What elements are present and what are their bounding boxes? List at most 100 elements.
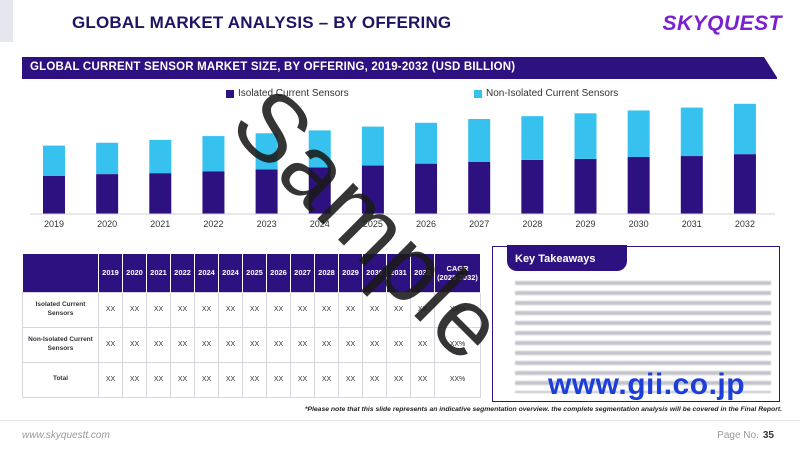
bar-isolated-2021	[149, 173, 172, 214]
table-header-cell: 2030	[362, 254, 387, 292]
table-cell: XX	[170, 326, 195, 363]
table-header-cell: 2020	[122, 254, 147, 292]
bar-non-isolated-2022	[202, 136, 225, 172]
table-cell: XX	[290, 326, 315, 363]
table-header-cell: 2027	[290, 254, 315, 292]
x-tick-label-2024: 2024	[310, 219, 330, 229]
segmentation-table: 2019 2020 2021 2022 2024 2024 2025 2026 2027 2028…	[22, 254, 481, 398]
table-cell: XX	[338, 291, 363, 328]
table-row: Isolated Current Sensors XX XX XX XX XX XX XX XX…	[22, 291, 481, 328]
table-cell: XX	[122, 291, 147, 328]
table-header-cell: 2031	[386, 254, 411, 292]
page-number-value: 35	[762, 430, 774, 441]
table-cell: XX	[218, 326, 243, 363]
footnote: *Please note that this slide represents …	[304, 406, 782, 413]
table-cell: XX	[98, 326, 123, 363]
chart-title-bar: GLOBAL CURRENT SENSOR MARKET SIZE, BY OF…	[22, 57, 778, 79]
bar-isolated-2030	[627, 157, 650, 214]
table-cell: XX	[386, 326, 411, 363]
x-tick-label-2021: 2021	[150, 219, 170, 229]
bar-non-isolated-2020	[96, 142, 119, 175]
table-cell: XX	[314, 291, 339, 328]
table-cell: XX	[218, 361, 243, 398]
table-cell: XX	[242, 326, 267, 363]
table-cell: XX	[362, 361, 387, 398]
table-header-cell: 2028	[314, 254, 339, 292]
table-cell: XX	[242, 361, 267, 398]
bar-non-isolated-2030	[627, 110, 650, 157]
table-cell: XX	[362, 326, 387, 363]
x-tick-label-2025: 2025	[363, 219, 383, 229]
bar-isolated-2026	[415, 163, 438, 214]
bar-non-isolated-2019	[43, 145, 65, 176]
bar-non-isolated-2027	[468, 119, 491, 162]
page-title: GLOBAL MARKET ANALYSIS – BY OFFERING	[72, 13, 452, 32]
gii-watermark: www.gii.co.jp	[548, 368, 746, 401]
footer-divider	[0, 420, 800, 421]
table-row-label: Total	[22, 361, 99, 398]
key-takeaways-title: Key Takeaways	[515, 253, 596, 265]
legend-swatch-isolated	[226, 89, 234, 98]
table-cell: XX	[266, 361, 291, 398]
header-accent	[0, 0, 13, 42]
bar-isolated-2027	[468, 161, 491, 214]
table-cell: XX	[98, 361, 123, 398]
table-header-cell: CAGR (2025-2032)	[434, 254, 481, 292]
key-takeaways-panel: Key Takeaways	[492, 245, 780, 402]
bar-non-isolated-2023	[255, 133, 278, 170]
table-cell: XX	[146, 291, 171, 328]
bar-isolated-2028	[521, 159, 544, 214]
table-cell: XX	[98, 291, 123, 328]
x-tick-label-2027: 2027	[469, 219, 489, 229]
bar-isolated-2025	[361, 165, 384, 214]
table-cell: XX	[218, 291, 243, 328]
table-cell: XX	[146, 326, 171, 363]
table-header-cell: 2021	[146, 254, 171, 292]
page-number-label: Page No.	[717, 430, 759, 441]
table-cell: XX	[122, 361, 147, 398]
bar-non-isolated-2025	[361, 126, 384, 166]
bar-isolated-2022	[202, 171, 225, 214]
bar-non-isolated-2029	[574, 113, 597, 159]
table-cell: XX%	[434, 291, 481, 328]
table-row: Total XX XX XX XX XX XX XX XX XX XX XX XX XX XX XX%	[22, 361, 481, 398]
table-header-cell: 2019	[98, 254, 123, 292]
table-cell: XX	[266, 326, 291, 363]
legend-item-non-isolated: Non-Isolated Current Sensors	[474, 88, 618, 99]
table-cell: XX	[386, 361, 411, 398]
bar-non-isolated-2026	[415, 122, 438, 164]
table-row-label: Non-Isolated Current Sensors	[22, 326, 99, 363]
table-cell: XX	[290, 291, 315, 328]
bar-isolated-2019	[43, 176, 65, 214]
table-cell: XX	[410, 326, 435, 363]
x-tick-label-2032: 2032	[735, 219, 755, 229]
x-tick-label-2029: 2029	[575, 219, 595, 229]
table-header-cell: 2024	[218, 254, 243, 292]
x-tick-label-2028: 2028	[522, 219, 542, 229]
table-header-row: 2019 2020 2021 2022 2024 2024 2025 2026 2027 2028…	[22, 254, 481, 292]
table-header-cell: 2022	[170, 254, 195, 292]
x-tick-label-2019: 2019	[44, 219, 64, 229]
key-takeaways-blurred-text	[515, 281, 771, 393]
stacked-bar-chart: 2019 2020 2021 2022 2023 2024 2025 2026 2027 2028…	[30, 103, 775, 229]
key-takeaways-tab	[507, 245, 627, 271]
bar-isolated-2023	[255, 169, 278, 214]
footer-url[interactable]: www.skyquestt.com	[22, 430, 110, 441]
table-cell: XX	[314, 326, 339, 363]
table-cell: XX	[194, 326, 219, 363]
table-header-cell: 2024	[194, 254, 219, 292]
table-header-cell: 2029	[338, 254, 363, 292]
table-cell: XX	[146, 361, 171, 398]
bar-non-isolated-2021	[149, 139, 172, 174]
chart-title: GLOBAL CURRENT SENSOR MARKET SIZE, BY OF…	[30, 61, 516, 73]
table-cell: XX	[122, 326, 147, 363]
x-tick-label-2022: 2022	[203, 219, 223, 229]
x-tick-label-2026: 2026	[416, 219, 436, 229]
bar-non-isolated-2028	[521, 116, 544, 160]
page-number: Page No. 35	[717, 430, 774, 441]
table-cell: XX	[266, 291, 291, 328]
bar-isolated-2024	[308, 167, 331, 214]
table-cell: XX	[410, 361, 435, 398]
legend-swatch-non-isolated	[474, 89, 482, 98]
table-cell: XX	[410, 291, 435, 328]
